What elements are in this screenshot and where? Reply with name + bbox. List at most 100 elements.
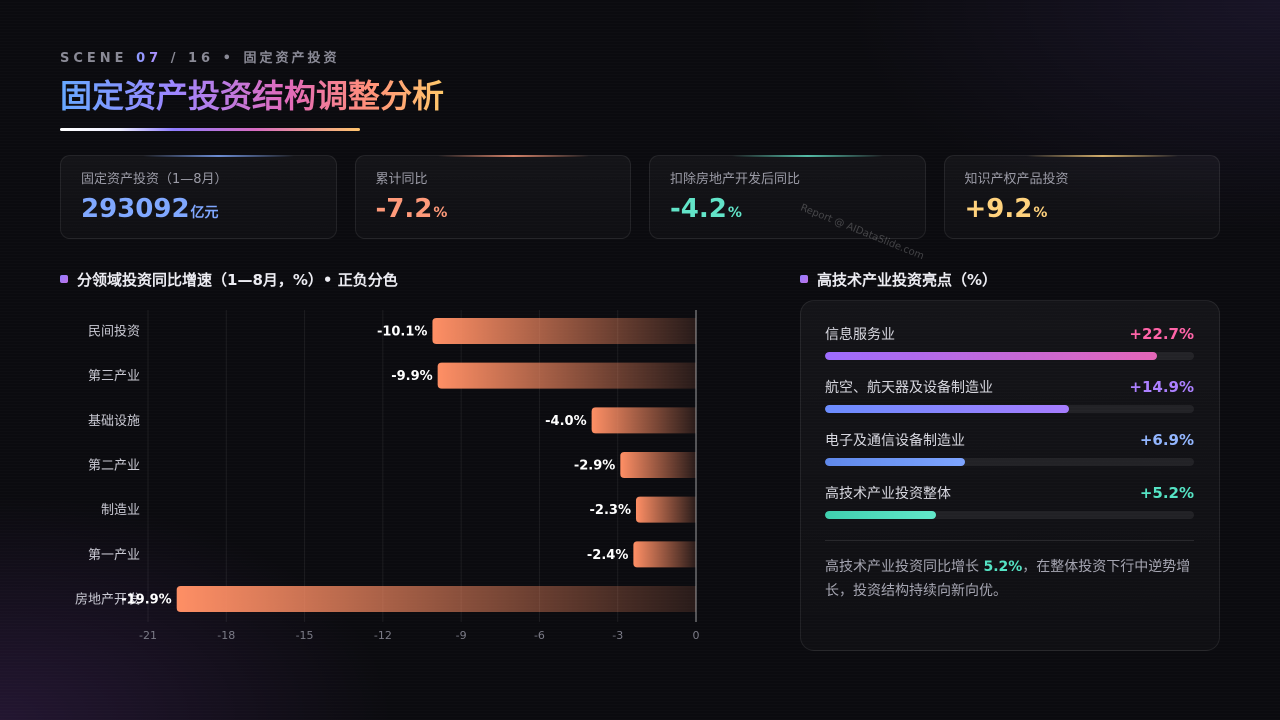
- kpi-label: 扣除房地产开发后同比: [670, 172, 801, 187]
- highlight-value: +22.7%: [1129, 325, 1194, 343]
- highlight-bar-track: [825, 405, 1194, 413]
- chart-section-heading: 分领域投资同比增速（1—8月，%）• 正负分色: [60, 268, 398, 290]
- category-label: 第二产业: [88, 459, 140, 474]
- highlight-item: 航空、航天器及设备制造业 +14.9%: [825, 377, 1194, 430]
- data-label: -9.9%: [391, 369, 432, 384]
- highlight-bar-track: [825, 458, 1194, 466]
- kpi-card-glow: [143, 155, 295, 157]
- highlight-item: 高技术产业投资整体 +5.2%: [825, 483, 1194, 536]
- scene-indicator: SCENE 07 / 16 • 固定资产投资: [60, 50, 339, 68]
- category-label: 基础设施: [88, 414, 140, 429]
- highlight-item: 电子及通信设备制造业 +6.9%: [825, 430, 1194, 483]
- highlight-bar-fill: [825, 458, 966, 466]
- highlight-bar-fill: [825, 405, 1069, 413]
- slide-title: 固定资产投资结构调整分析: [60, 77, 445, 115]
- section-marker-icon: [60, 275, 68, 283]
- scene-total-number: 16: [187, 51, 215, 66]
- kpi-card-glow: [437, 155, 589, 157]
- highlight-bar-track: [825, 352, 1194, 360]
- highlight-value: +5.2%: [1139, 484, 1194, 502]
- data-label: -19.9%: [121, 593, 172, 608]
- kpi-card-cumulative-yoy: 累计同比 -7.2%: [354, 155, 631, 239]
- highlights-panel: 信息服务业 +22.7% 航空、航天器及设备制造业 +14.9% 电子及通信设备…: [800, 300, 1220, 651]
- scene-current-number: 07: [136, 51, 163, 66]
- chart-bars: [176, 318, 696, 613]
- kpi-value: -7.2: [375, 194, 433, 224]
- kpi-unit: %: [433, 205, 448, 221]
- bar: [437, 362, 696, 389]
- note-highlight-value: 5.2%: [983, 559, 1023, 575]
- bar: [620, 452, 696, 479]
- kpi-unit: %: [727, 205, 742, 221]
- kpi-card-total-investment: 固定资产投资（1—8月） 293092亿元: [60, 155, 337, 239]
- chart-x-tick-labels: -21 -18 -15 -12 -9 -6 -3 0: [139, 629, 699, 642]
- kpi-value-row: +9.2%: [965, 194, 1200, 228]
- kpi-card-ex-real-estate-yoy: 扣除房地产开发后同比 -4.2%: [649, 155, 926, 239]
- chart-gridlines: [147, 310, 619, 622]
- x-tick-label: -15: [296, 629, 314, 642]
- chart-data-labels: -10.1% -9.9% -4.0% -2.9% -2.3% -2.4% -19.9%: [121, 325, 631, 608]
- highlight-value: +14.9%: [1129, 378, 1194, 396]
- kpi-label: 累计同比: [375, 172, 428, 187]
- x-tick-label: -9: [456, 629, 467, 642]
- kpi-value-row: 293092亿元: [81, 194, 316, 228]
- data-label: -2.4%: [587, 548, 628, 563]
- highlights-note: 高技术产业投资同比增长 5.2%，在整体投资下行中逆势增长，投资结构持续向新向优…: [825, 555, 1194, 603]
- kpi-value-row: -4.2%: [670, 194, 905, 228]
- data-label: -4.0%: [545, 414, 586, 429]
- kpi-label: 知识产权产品投资: [964, 172, 1069, 187]
- scene-separator: /: [170, 51, 180, 66]
- section-marker-icon: [800, 275, 808, 283]
- category-label: 制造业: [101, 503, 140, 518]
- note-text-start: 高技术产业投资同比增长: [825, 559, 984, 575]
- kpi-unit: %: [1033, 205, 1048, 221]
- category-label: 第三产业: [88, 369, 140, 384]
- bar: [635, 496, 696, 523]
- kpi-card-glow: [1026, 155, 1178, 157]
- kpi-unit: 亿元: [190, 205, 219, 221]
- x-tick-label: -6: [534, 629, 545, 642]
- scene-label: SCENE: [60, 51, 128, 66]
- highlight-bar-fill: [825, 352, 1158, 360]
- highlight-row: 高技术产业投资整体 +5.2%: [825, 483, 1194, 503]
- x-tick-label: -21: [139, 629, 157, 642]
- kpi-label: 固定资产投资（1—8月）: [81, 172, 228, 187]
- scene-section-name: 固定资产投资: [243, 51, 340, 66]
- x-tick-label: 0: [693, 629, 700, 642]
- category-label: 民间投资: [88, 324, 140, 340]
- kpi-value: +9.2: [964, 194, 1033, 224]
- chart-title: 分领域投资同比增速（1—8月，%）• 正负分色: [77, 270, 398, 289]
- highlight-row: 航空、航天器及设备制造业 +14.9%: [825, 377, 1194, 397]
- highlights-section-heading: 高技术产业投资亮点（%）: [800, 268, 997, 290]
- bar: [591, 407, 696, 434]
- highlight-row: 信息服务业 +22.7%: [825, 324, 1194, 344]
- highlight-bar-fill: [825, 511, 936, 519]
- highlight-label: 航空、航天器及设备制造业: [825, 380, 993, 396]
- highlight-label: 信息服务业: [825, 327, 895, 343]
- kpi-value-row: -7.2%: [376, 194, 611, 228]
- x-tick-label: -3: [612, 629, 623, 642]
- title-underline: [60, 128, 360, 131]
- x-tick-label: -12: [374, 629, 392, 642]
- highlight-row: 电子及通信设备制造业 +6.9%: [825, 430, 1194, 450]
- bar: [432, 318, 696, 344]
- bar: [176, 586, 696, 613]
- note-text-end: ，在整体投资下行中逆势增长，投资结构持续向新向优。: [825, 559, 1191, 599]
- kpi-card-ip-investment: 知识产权产品投资 +9.2%: [943, 155, 1220, 239]
- panel-divider: [825, 540, 1194, 541]
- category-label: 第一产业: [88, 548, 140, 563]
- highlight-item: 信息服务业 +22.7%: [825, 324, 1194, 377]
- data-label: -2.3%: [590, 503, 631, 518]
- highlight-bar-track: [825, 511, 1194, 519]
- highlight-label: 高技术产业投资整体: [825, 486, 951, 502]
- highlight-label: 电子及通信设备制造业: [825, 433, 965, 449]
- kpi-row: 固定资产投资（1—8月） 293092亿元 累计同比 -7.2% 扣除房地产开发…: [60, 155, 1220, 239]
- highlights-title: 高技术产业投资亮点（%）: [817, 270, 998, 289]
- scene-bullet: •: [222, 51, 235, 66]
- bar: [633, 541, 696, 568]
- x-tick-label: -18: [217, 629, 235, 642]
- data-label: -10.1%: [377, 325, 428, 340]
- data-label: -2.9%: [574, 459, 615, 474]
